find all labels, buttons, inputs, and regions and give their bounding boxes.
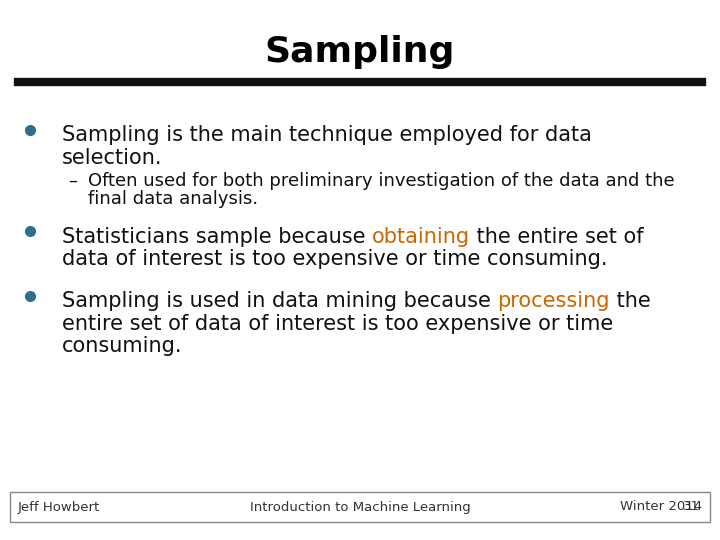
Text: selection.: selection. bbox=[62, 147, 163, 167]
Text: data of interest is too expensive or time consuming.: data of interest is too expensive or tim… bbox=[62, 249, 608, 269]
Text: Winter 2014: Winter 2014 bbox=[620, 501, 702, 514]
Text: Statisticians sample because: Statisticians sample because bbox=[62, 227, 372, 247]
Bar bbox=[10, 492, 710, 522]
Text: entire set of data of interest is too expensive or time: entire set of data of interest is too ex… bbox=[62, 314, 613, 334]
Text: the: the bbox=[610, 291, 651, 311]
Text: –: – bbox=[68, 172, 77, 190]
Text: final data analysis.: final data analysis. bbox=[88, 191, 258, 208]
Text: Sampling is the main technique employed for data: Sampling is the main technique employed … bbox=[62, 125, 592, 145]
Text: consuming.: consuming. bbox=[62, 336, 182, 356]
Text: Introduction to Machine Learning: Introduction to Machine Learning bbox=[250, 501, 470, 514]
Text: Sampling: Sampling bbox=[265, 35, 455, 69]
Text: Jeff Howbert: Jeff Howbert bbox=[18, 501, 100, 514]
Text: the entire set of: the entire set of bbox=[470, 227, 644, 247]
Text: processing: processing bbox=[498, 291, 610, 311]
Text: Often used for both preliminary investigation of the data and the: Often used for both preliminary investig… bbox=[88, 172, 675, 190]
Text: Sampling is used in data mining because: Sampling is used in data mining because bbox=[62, 291, 498, 311]
Text: 31: 31 bbox=[683, 501, 700, 514]
Text: obtaining: obtaining bbox=[372, 227, 470, 247]
